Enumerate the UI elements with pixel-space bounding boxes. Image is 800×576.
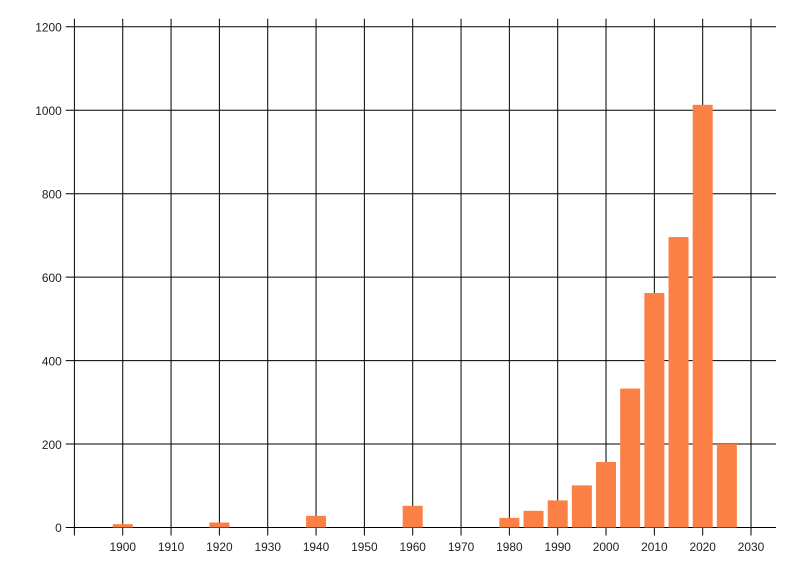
svg-text:600: 600	[42, 271, 62, 285]
svg-text:0: 0	[55, 521, 62, 535]
svg-text:1900: 1900	[110, 540, 137, 554]
svg-text:400: 400	[42, 354, 62, 368]
svg-text:1970: 1970	[448, 540, 475, 554]
svg-text:2000: 2000	[593, 540, 620, 554]
svg-text:1990: 1990	[544, 540, 571, 554]
svg-text:2010: 2010	[641, 540, 668, 554]
svg-text:1000: 1000	[35, 104, 62, 118]
svg-text:800: 800	[42, 187, 62, 201]
svg-text:1930: 1930	[254, 540, 281, 554]
svg-text:1950: 1950	[351, 540, 378, 554]
svg-text:1980: 1980	[496, 540, 523, 554]
svg-text:2030: 2030	[738, 540, 765, 554]
svg-text:1940: 1940	[303, 540, 330, 554]
svg-text:1920: 1920	[206, 540, 233, 554]
svg-text:1910: 1910	[158, 540, 185, 554]
svg-text:1960: 1960	[399, 540, 426, 554]
svg-text:1200: 1200	[35, 21, 62, 35]
svg-text:2020: 2020	[689, 540, 716, 554]
svg-text:200: 200	[42, 438, 62, 452]
